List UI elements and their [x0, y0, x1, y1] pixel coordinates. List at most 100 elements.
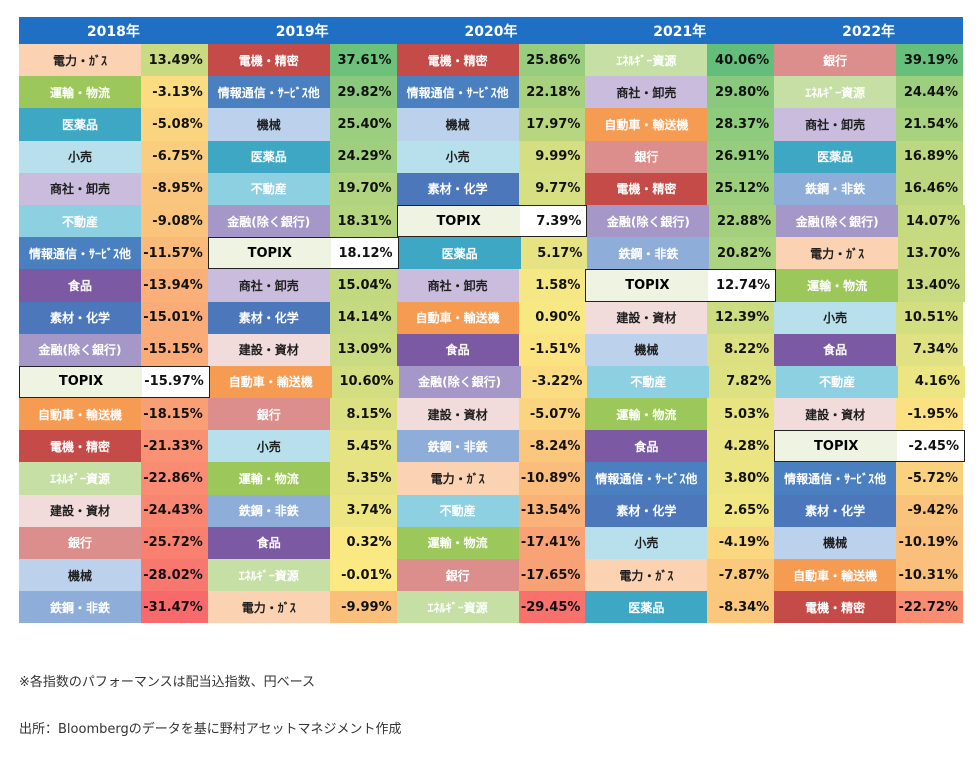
return-value: -15.15% [141, 333, 208, 366]
return-value: -8.24% [518, 430, 586, 463]
sector-name: 金融(除く銀行) [776, 204, 899, 238]
sector-name: 鉄鋼・非鉄 [396, 430, 519, 463]
table-row: 自動車・輸送機 -18.15% 銀行 8.15% 建設・資材 -5.07% 運輸・物流 5.0… [19, 398, 963, 431]
sector-name: 商社・卸売 [207, 269, 330, 302]
sector-cell-pair: 建設・資材 13.09% [207, 333, 397, 366]
sector-name: 素材・化学 [207, 301, 330, 334]
return-value: -8.34% [707, 591, 775, 624]
sector-cell-pair: 食品 -1.51% [396, 333, 586, 366]
return-value: -5.07% [518, 398, 586, 431]
return-value: 29.82% [329, 76, 397, 109]
return-value: 5.17% [520, 237, 588, 270]
return-value: -13.94% [141, 269, 208, 302]
sector-name: 鉄鋼・非鉄 [587, 237, 710, 270]
return-value: -11.57% [141, 237, 208, 270]
sector-cell-pair: 小売 5.45% [207, 430, 397, 463]
sector-name: 医薬品 [19, 108, 141, 141]
year-header: 2019年 [275, 23, 329, 40]
sector-cell-pair: 医薬品 -8.34% [585, 591, 775, 624]
table-row: 機械 -28.02% ｴﾈﾙｷﾞｰ資源 -0.01% 銀行 -17.65% 電力・ｶﾞｽ -7… [19, 559, 963, 592]
sector-name: 電力・ｶﾞｽ [207, 591, 330, 624]
return-value: 13.09% [329, 333, 397, 366]
return-value: 13.70% [898, 237, 965, 270]
sector-cell-pair: 電機・精密 25.86% [396, 44, 586, 77]
sector-name: TOPIX [586, 270, 709, 301]
sector-cell-pair: 不動産 19.70% [207, 172, 397, 205]
sector-cell-pair: ｴﾈﾙｷﾞｰ資源 -22.86% [19, 462, 208, 495]
table-row: 運輸・物流 -3.13% 情報通信・ｻｰﾋﾞｽ他 29.82% 情報通信・ｻｰﾋﾞｽ他 2… [19, 76, 963, 109]
sector-name: ｴﾈﾙｷﾞｰ資源 [774, 76, 897, 109]
sector-name: 医薬品 [774, 140, 897, 173]
sector-cell-pair: 不動産 4.16% [776, 365, 965, 399]
sector-cell-pair: ｴﾈﾙｷﾞｰ資源 -0.01% [207, 559, 397, 592]
sector-cell-pair: 機械 8.22% [585, 333, 775, 366]
table-row: 食品 -13.94% 商社・卸売 15.04% 商社・卸売 1.58% TOPIX 12.74… [19, 269, 965, 302]
sector-name: ｴﾈﾙｷﾞｰ資源 [19, 462, 141, 495]
sector-name: 素材・化学 [19, 301, 141, 334]
sector-name: 情報通信・ｻｰﾋﾞｽ他 [19, 237, 141, 270]
sector-cell-pair: 鉄鋼・非鉄 20.82% [587, 237, 777, 270]
sector-name: TOPIX [397, 205, 520, 237]
sector-cell-pair: 機械 -10.19% [774, 526, 963, 559]
sector-name: 鉄鋼・非鉄 [774, 172, 897, 205]
sector-name: 食品 [207, 526, 330, 559]
table-row: 素材・化学 -15.01% 素材・化学 14.14% 自動車・輸送機 0.90% 建設・資材… [19, 301, 963, 334]
sector-cell-pair: 医薬品 -5.08% [19, 108, 208, 141]
sector-cell-pair: 医薬品 24.29% [207, 140, 397, 173]
sector-cell-pair: 鉄鋼・非鉄 -8.24% [396, 430, 586, 463]
table-row: ｴﾈﾙｷﾞｰ資源 -22.86% 運輸・物流 5.35% 電力・ｶﾞｽ -10.89% 情報… [19, 462, 963, 495]
table-row: 不動産 -9.08% 金融(除く銀行) 18.31% TOPIX 7.39% 金融(除く銀行… [19, 204, 965, 238]
sector-name: 医薬品 [398, 237, 521, 270]
table-row: 医薬品 -5.08% 機械 25.40% 機械 17.97% 自動車・輸送機 28.37% 商社… [19, 108, 963, 141]
sector-name: 商社・卸売 [774, 108, 897, 141]
return-value: 8.22% [707, 333, 775, 366]
return-value: 2.65% [707, 494, 775, 527]
sector-cell-pair: 情報通信・ｻｰﾋﾞｽ他 -5.72% [774, 462, 963, 495]
return-value: 13.49% [141, 44, 208, 77]
return-value: 21.54% [896, 108, 963, 141]
sector-name: 電力・ｶﾞｽ [396, 462, 519, 495]
table-row: 銀行 -25.72% 食品 0.32% 運輸・物流 -17.41% 小売 -4.19% 機械 -1… [19, 526, 963, 559]
sector-name: 不動産 [19, 204, 141, 238]
sector-name: 機械 [207, 108, 330, 141]
return-value: -10.31% [896, 559, 963, 592]
return-value: -22.72% [896, 591, 963, 624]
return-value: -25.72% [141, 526, 208, 559]
return-value: -5.08% [141, 108, 208, 141]
table-row: 電力・ｶﾞｽ 13.49% 電機・精密 37.61% 電機・精密 25.86% ｴﾈﾙｷﾞｰ… [19, 44, 963, 77]
return-value: -15.97% [142, 366, 209, 398]
return-value: 7.34% [896, 333, 963, 366]
return-value: 7.39% [519, 205, 587, 237]
sector-name: ｴﾈﾙｷﾞｰ資源 [207, 559, 330, 592]
sector-name: 情報通信・ｻｰﾋﾞｽ他 [774, 462, 897, 495]
return-value: 5.03% [707, 398, 775, 431]
sector-cell-pair: 情報通信・ｻｰﾋﾞｽ他 3.80% [585, 462, 775, 495]
sector-cell-pair: 小売 10.51% [774, 301, 963, 334]
sector-cell-pair: 建設・資材 -1.95% [774, 398, 963, 431]
sector-name: 食品 [396, 333, 519, 366]
sector-name: 機械 [774, 526, 897, 559]
sector-name: 電機・精密 [774, 591, 897, 624]
sector-cell-pair: 食品 0.32% [207, 526, 397, 559]
sector-cell-pair: 運輸・物流 -17.41% [396, 526, 586, 559]
sector-name: 電機・精密 [207, 44, 330, 77]
sector-name: 小売 [774, 301, 897, 334]
sector-cell-pair: ｴﾈﾙｷﾞｰ資源 40.06% [585, 44, 775, 77]
sector-name: 運輸・物流 [19, 76, 141, 109]
sector-name: 銀行 [207, 398, 330, 431]
sector-name: 運輸・物流 [396, 526, 519, 559]
sector-cell-pair: 商社・卸売 29.80% [585, 76, 775, 109]
sector-name: 建設・資材 [396, 398, 519, 431]
return-value: -15.01% [141, 301, 208, 334]
return-value: -8.95% [141, 172, 208, 205]
return-value: -24.43% [141, 494, 208, 527]
return-value: -10.89% [518, 462, 586, 495]
return-value: 18.31% [329, 204, 397, 238]
return-value: 17.97% [518, 108, 586, 141]
sector-name: 鉄鋼・非鉄 [207, 494, 330, 527]
sector-name: 食品 [585, 430, 708, 463]
sector-cell-pair: 電力・ｶﾞｽ 13.70% [776, 237, 965, 270]
table-body: 電力・ｶﾞｽ 13.49% 電機・精密 37.61% 電機・精密 25.86% ｴﾈﾙｷﾞｰ… [19, 44, 965, 624]
year-header: 2020年 [464, 23, 518, 40]
sector-name: 食品 [774, 333, 897, 366]
